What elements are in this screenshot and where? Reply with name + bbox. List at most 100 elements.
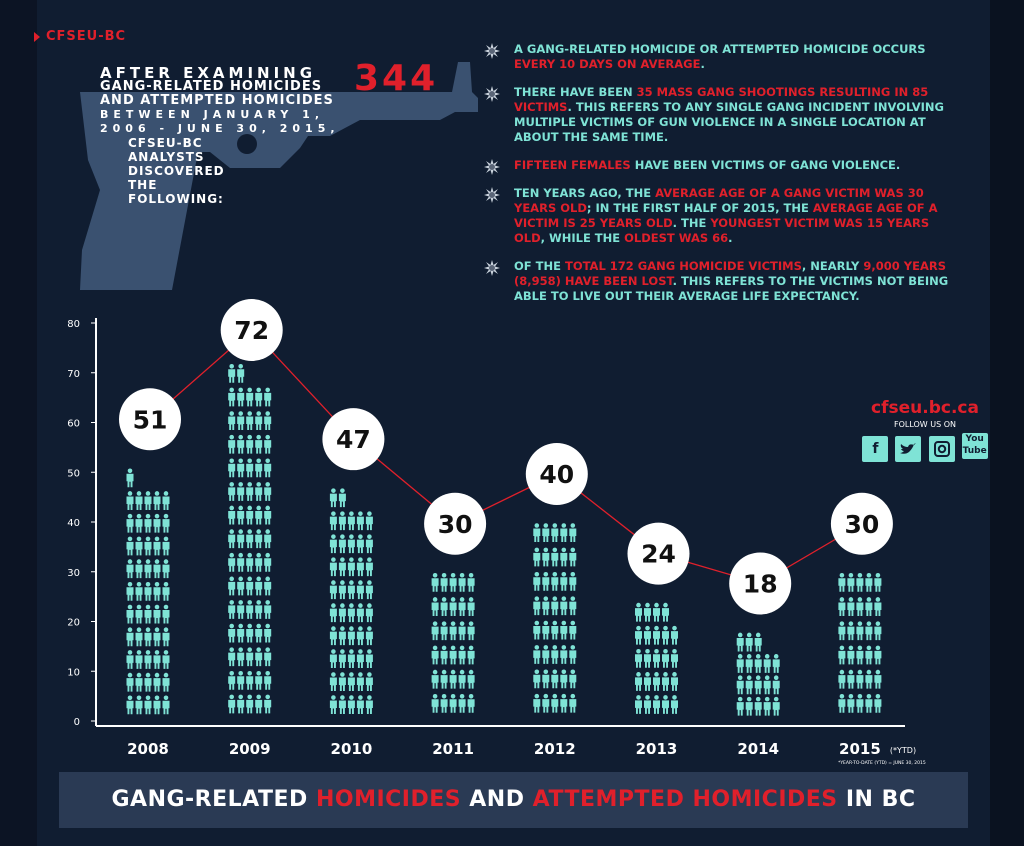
person-icon xyxy=(763,696,771,716)
person-icon xyxy=(329,695,337,715)
person-icon xyxy=(431,669,439,689)
person-icon xyxy=(153,559,161,579)
person-icon xyxy=(237,623,245,643)
person-icon xyxy=(162,559,170,579)
person-icon xyxy=(347,695,355,715)
person-icon xyxy=(228,623,236,643)
fact-text: . This refers to any single gang inciden… xyxy=(514,100,944,144)
youtube-icon[interactable]: You Tube xyxy=(961,433,988,459)
person-icon xyxy=(551,645,559,664)
value-bubble xyxy=(830,492,893,555)
person-icon xyxy=(347,626,355,646)
twitter-icon[interactable] xyxy=(895,436,922,462)
person-icon xyxy=(365,557,373,577)
person-icon xyxy=(560,547,568,567)
person-icon xyxy=(264,458,272,478)
person-icon xyxy=(653,625,660,645)
person-icon xyxy=(153,627,161,647)
fact-text: . xyxy=(700,57,705,71)
person-icon xyxy=(662,695,669,714)
person-icon xyxy=(653,672,660,691)
person-icon xyxy=(329,580,337,600)
person-icon xyxy=(644,672,651,691)
person-icon xyxy=(144,672,152,692)
person-icon xyxy=(662,625,669,645)
person-icon xyxy=(458,597,466,616)
person-icon xyxy=(264,576,272,596)
person-icon xyxy=(246,387,254,407)
person-icon xyxy=(865,693,873,713)
person-icon xyxy=(635,672,642,691)
fact-text: Ten years ago, the xyxy=(514,186,656,200)
big-number: 344 xyxy=(354,58,439,99)
person-icon xyxy=(671,672,678,691)
person-icon xyxy=(763,654,771,673)
person-icon xyxy=(347,534,355,554)
person-icon xyxy=(458,669,466,689)
person-icon xyxy=(440,645,448,665)
person-icon xyxy=(533,620,541,640)
person-icon xyxy=(838,669,846,689)
person-icon xyxy=(338,603,346,623)
person-icon xyxy=(246,505,254,525)
person-icon xyxy=(228,529,236,549)
person-icon xyxy=(237,529,245,549)
person-icon xyxy=(237,670,245,690)
fact-text: have been victims of gang violence. xyxy=(630,158,901,172)
person-icon xyxy=(237,387,245,407)
person-icon xyxy=(126,491,134,510)
person-icon xyxy=(264,482,272,501)
person-icon xyxy=(338,534,346,554)
x-tick-label: 2009 xyxy=(229,740,271,758)
data-label: 24 xyxy=(641,540,676,569)
person-icon xyxy=(338,672,346,692)
person-icon xyxy=(338,626,346,646)
intro-line-1: After examining xyxy=(100,64,317,82)
person-icon xyxy=(338,511,346,531)
person-icon xyxy=(246,670,254,690)
bullet-hole-icon xyxy=(484,187,500,203)
person-icon xyxy=(431,572,439,592)
intro-text: After examining gang-related homicides a… xyxy=(100,64,360,207)
ytd-footnote: *YEAR-TO-DATE (YTD) = JUNE 30, 2015 xyxy=(838,760,926,766)
person-icon xyxy=(135,695,143,715)
person-icon xyxy=(329,626,337,646)
person-icon xyxy=(671,625,678,645)
person-icon xyxy=(467,597,475,616)
person-icon xyxy=(126,581,134,601)
person-icon xyxy=(356,626,364,646)
facebook-icon[interactable]: f xyxy=(862,436,889,462)
instagram-icon[interactable] xyxy=(928,436,955,462)
person-icon xyxy=(255,670,263,690)
person-icon xyxy=(644,602,651,622)
value-bubble xyxy=(220,299,283,361)
person-icon xyxy=(264,600,272,619)
title-text: and xyxy=(461,787,533,812)
website-link[interactable]: cfseu.bc.ca xyxy=(871,398,979,418)
person-icon xyxy=(671,695,678,714)
person-icon xyxy=(153,536,161,556)
person-icon xyxy=(449,669,457,689)
person-icon xyxy=(264,529,272,549)
person-icon xyxy=(736,632,744,652)
person-icon xyxy=(162,581,170,601)
person-icon xyxy=(228,364,236,383)
person-icon xyxy=(856,693,864,713)
person-icon xyxy=(135,672,143,692)
intro-line-3: between January 1, 2006 - June 30, 2015, xyxy=(100,108,340,135)
person-icon xyxy=(356,649,364,669)
person-icon xyxy=(144,695,152,715)
person-icon xyxy=(338,557,346,577)
person-icon xyxy=(347,649,355,669)
person-icon xyxy=(533,693,541,713)
person-icon xyxy=(347,672,355,692)
person-icon xyxy=(736,696,744,716)
intro-line-2: gang-related homicides and attempted hom… xyxy=(100,79,334,108)
person-icon xyxy=(542,571,550,591)
bullet-hole-icon xyxy=(484,86,500,102)
person-icon xyxy=(865,621,873,641)
person-icon xyxy=(569,693,577,713)
value-bubble xyxy=(729,552,792,615)
person-icon xyxy=(431,693,439,713)
fact-item: Of the total 172 gang homicide victims, … xyxy=(484,259,964,304)
